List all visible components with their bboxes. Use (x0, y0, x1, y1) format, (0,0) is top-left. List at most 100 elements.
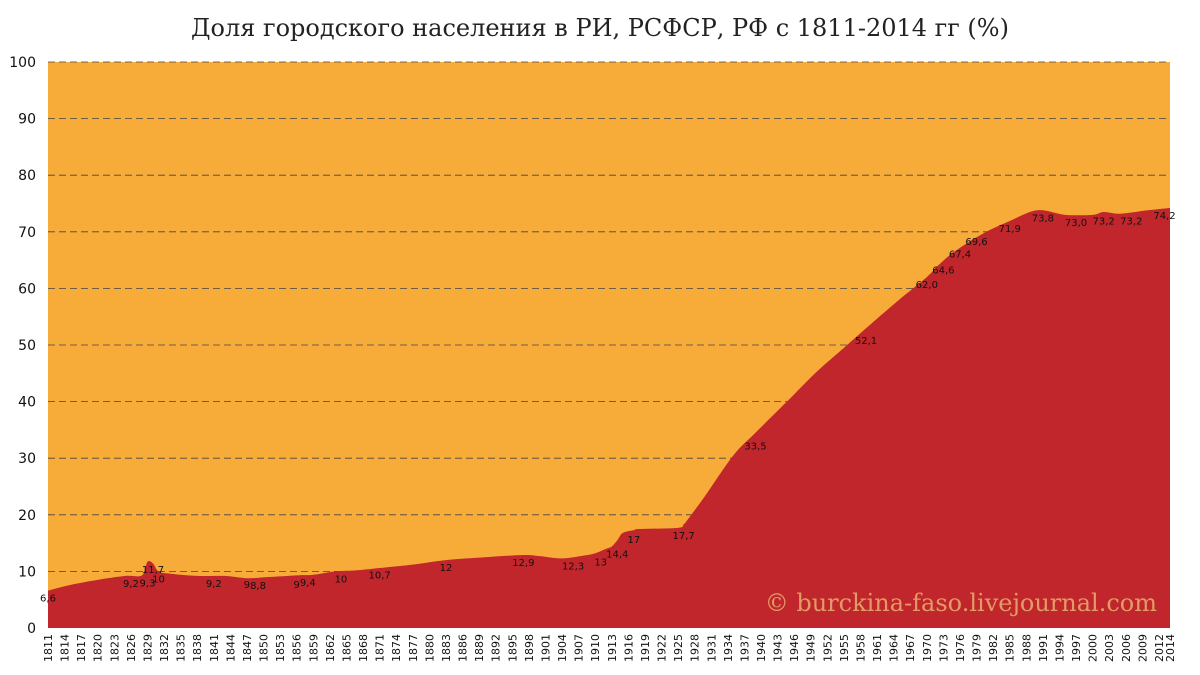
x-tick-label: 1811 (42, 634, 55, 662)
data-label: 11,7 (142, 565, 164, 576)
data-label: 10 (335, 574, 348, 585)
data-label: 9,2 (206, 579, 222, 590)
data-label: 12,9 (512, 558, 534, 569)
x-tick-label: 1910 (589, 634, 602, 662)
x-tick-label: 1898 (523, 634, 536, 662)
x-tick-label: 1943 (772, 634, 785, 662)
x-tick-label: 1931 (705, 634, 718, 662)
x-tick-label: 1856 (291, 634, 304, 662)
watermark-annotation: © burckina-faso.livejournal.com (765, 589, 1158, 617)
x-tick-label: 1958 (854, 634, 867, 662)
data-label: 12,3 (562, 561, 584, 572)
data-label: 74,2 (1153, 211, 1175, 222)
x-tick-label: 1886 (457, 634, 470, 662)
x-tick-label: 1844 (224, 634, 237, 662)
data-label: 73,2 (1120, 217, 1142, 228)
data-label: 73,2 (1093, 217, 1115, 228)
x-tick-label: 1973 (937, 634, 950, 662)
x-tick-label: 1928 (689, 634, 702, 662)
data-labels: 6,69,2 9,311,710 9,2 9 8,8 9 9,4 10 10,712 12,9 12… (40, 211, 1176, 605)
data-label: 10,7 (368, 570, 390, 581)
x-tick-label: 1871 (374, 634, 387, 662)
data-label: 13 (594, 557, 607, 568)
x-axis-ticks: 1811 1814 1817 1820 1823 1826 1829 1832 1835 1838… (42, 634, 1177, 662)
x-tick-label: 1922 (656, 634, 669, 662)
y-tick-label: 100 (9, 55, 36, 71)
data-label: 17,7 (672, 531, 694, 542)
x-tick-label: 1970 (921, 634, 934, 662)
x-tick-label: 1826 (125, 634, 138, 662)
x-tick-label: 1823 (108, 634, 121, 662)
x-tick-label: 1838 (191, 634, 204, 662)
x-tick-label: 1913 (606, 634, 619, 662)
y-tick-label: 30 (18, 451, 36, 467)
x-tick-label: 1925 (672, 634, 685, 662)
x-tick-label: 1907 (573, 634, 586, 662)
x-tick-label: 1955 (838, 634, 851, 662)
x-tick-label: 2003 (1103, 634, 1116, 662)
y-tick-label: 0 (27, 621, 36, 637)
x-tick-label: 2009 (1136, 634, 1149, 662)
y-tick-label: 60 (18, 281, 36, 297)
data-label: 10 (152, 574, 165, 585)
y-tick-label: 90 (18, 112, 36, 128)
y-tick-label: 20 (18, 508, 36, 524)
data-label: 14,4 (606, 549, 628, 560)
data-label: 33,5 (744, 441, 766, 452)
x-tick-label: 1940 (755, 634, 768, 662)
y-axis-ticks: 0 10 20 30 40 50 60 70 80 90 100 (9, 55, 36, 637)
x-tick-label: 1841 (208, 634, 221, 662)
y-tick-label: 70 (18, 225, 36, 241)
x-tick-label: 1937 (738, 634, 751, 662)
y-tick-label: 10 (18, 564, 36, 580)
x-tick-label: 1850 (258, 634, 271, 662)
data-label: 69,6 (965, 237, 987, 248)
data-label: 9,3 (140, 578, 156, 589)
x-tick-label: 2012 (1153, 634, 1166, 662)
x-tick-label: 1994 (1053, 634, 1066, 662)
data-label: 52,1 (855, 336, 877, 347)
data-label: 17 (628, 535, 641, 546)
x-tick-label: 1985 (1004, 634, 1017, 662)
x-tick-label: 1988 (1020, 634, 1033, 662)
x-tick-label: 1883 (440, 634, 453, 662)
x-tick-label: 1979 (971, 634, 984, 662)
data-label: 73,0 (1065, 218, 1087, 229)
chart-title: Доля городского населения в РИ, РСФСР, Р… (191, 14, 1009, 42)
x-tick-label: 1961 (871, 634, 884, 662)
data-label: 9 (244, 580, 250, 591)
x-tick-label: 1817 (75, 634, 88, 662)
data-label: 62,0 (916, 280, 938, 291)
data-label: 12 (440, 563, 453, 574)
x-tick-label: 1892 (490, 634, 503, 662)
data-label: 73,8 (1032, 213, 1054, 224)
x-tick-label: 1859 (307, 634, 320, 662)
y-tick-label: 80 (18, 168, 36, 184)
x-tick-label: 1901 (539, 634, 552, 662)
data-label: 71,9 (999, 224, 1021, 235)
x-tick-label: 1889 (473, 634, 486, 662)
x-tick-label: 1862 (324, 634, 337, 662)
x-tick-label: 1835 (175, 634, 188, 662)
x-tick-label: 1916 (622, 634, 635, 662)
data-label: 9,4 (300, 578, 316, 589)
x-tick-label: 1952 (821, 634, 834, 662)
x-tick-label: 2006 (1120, 634, 1133, 662)
data-label: 9,2 (123, 579, 139, 590)
y-tick-label: 40 (18, 395, 36, 411)
x-tick-label: 1919 (639, 634, 652, 662)
x-tick-label: 1904 (556, 634, 569, 662)
x-tick-label: 1832 (158, 634, 171, 662)
data-label: 64,6 (932, 265, 954, 276)
x-tick-label: 1814 (59, 634, 72, 662)
x-tick-label: 1877 (407, 634, 420, 662)
data-label: 67,4 (949, 250, 971, 261)
x-tick-label: 1829 (141, 634, 154, 662)
x-tick-label: 1934 (722, 634, 735, 662)
x-tick-label: 2000 (1087, 634, 1100, 662)
x-tick-label: 2014 (1164, 634, 1177, 662)
x-tick-label: 1874 (390, 634, 403, 662)
data-label: 9 (294, 580, 300, 591)
x-tick-label: 1991 (1037, 634, 1050, 662)
